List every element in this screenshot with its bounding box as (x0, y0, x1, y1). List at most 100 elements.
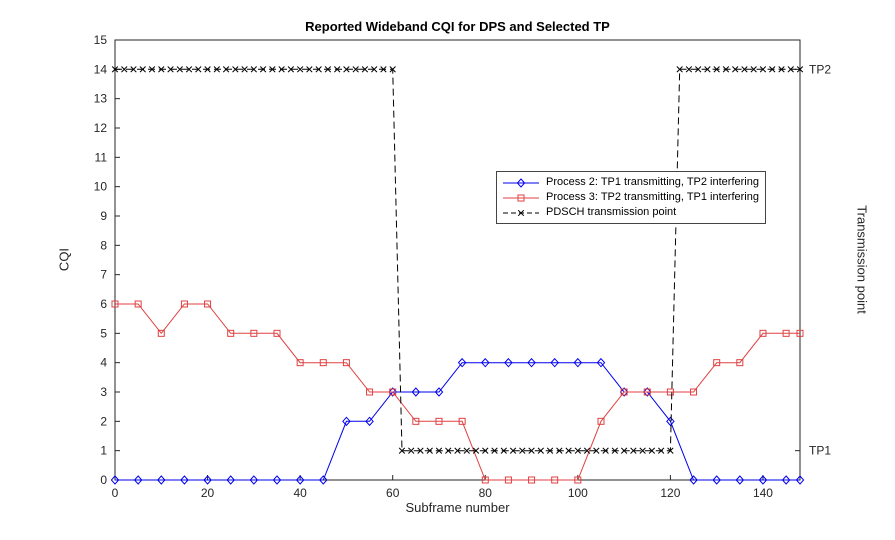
marker-x (269, 66, 276, 73)
series-0 (110, 357, 805, 485)
marker-x (472, 447, 480, 454)
marker-square (666, 388, 674, 396)
x-tick-label: 0 (112, 486, 119, 500)
marker-square (796, 329, 804, 337)
marker-diamond (110, 475, 120, 485)
marker-x (121, 66, 128, 73)
marker-x (657, 447, 665, 454)
y-tick-label: 9 (100, 209, 107, 223)
y-tick-label: 5 (100, 326, 107, 340)
marker-diamond (758, 475, 768, 485)
marker-square (342, 359, 350, 367)
right-y-axis-label: Transmission point (854, 205, 870, 314)
marker-diamond (596, 357, 606, 368)
y-tick-label: 4 (100, 356, 107, 370)
x-tick-label: 120 (660, 486, 680, 500)
marker-x (259, 66, 267, 73)
series-line (115, 303, 800, 481)
marker-diamond (319, 475, 328, 485)
marker-diamond (795, 475, 805, 485)
marker-x (204, 66, 211, 73)
marker-x (250, 66, 258, 73)
marker-x (630, 447, 637, 454)
series-line (115, 362, 800, 481)
marker-x (519, 447, 526, 454)
marker-square (412, 417, 420, 425)
marker-x (222, 66, 230, 73)
marker-x (334, 66, 341, 73)
marker-diamond (504, 357, 513, 368)
x-tick-label: 20 (201, 486, 215, 500)
marker-diamond (249, 475, 259, 485)
y-tick-label: 8 (100, 238, 107, 252)
marker-x (435, 447, 443, 454)
marker-x (759, 66, 767, 73)
y-tick-label: 15 (94, 33, 108, 47)
marker-x (445, 447, 452, 454)
marker-diamond (180, 475, 189, 485)
marker-x (611, 447, 619, 454)
marker-x (148, 66, 156, 73)
legend-line-marker-process3 (503, 194, 539, 201)
marker-x (778, 66, 785, 73)
marker-x (537, 447, 544, 454)
legend-item: Process 2: TP1 transmitting, TP2 interfe… (501, 175, 759, 190)
x-axis-label: Subframe number (405, 500, 510, 515)
marker-diamond (689, 475, 698, 485)
marker-x (278, 66, 285, 73)
marker-diamond (388, 387, 397, 397)
marker-diamond (527, 357, 536, 368)
marker-x (158, 66, 165, 73)
marker-x (287, 66, 295, 73)
marker-x (583, 447, 591, 454)
marker-x (713, 66, 720, 73)
marker-x (769, 66, 776, 73)
marker-diamond (342, 416, 351, 427)
marker-x (454, 447, 461, 454)
y2-tick-label: TP1 (809, 444, 831, 458)
marker-x (556, 447, 563, 454)
marker-x (667, 447, 674, 454)
marker-square (435, 417, 443, 425)
y-tick-label: 7 (100, 268, 107, 282)
marker-diamond (781, 475, 791, 485)
marker-x (130, 66, 137, 73)
marker-diamond (203, 475, 212, 485)
marker-square (528, 476, 536, 484)
marker-x (695, 66, 702, 73)
marker-diamond (295, 475, 305, 485)
marker-x (500, 447, 507, 454)
marker-x (306, 66, 313, 73)
marker-square (597, 417, 605, 425)
legend-item: Process 3: TP2 transmitting, TP1 interfe… (501, 190, 759, 205)
marker-x (732, 66, 739, 73)
marker-x (546, 447, 554, 454)
marker-diamond (457, 357, 467, 368)
y-tick-label: 10 (94, 180, 108, 194)
marker-x (167, 66, 174, 73)
marker-x (602, 447, 609, 454)
marker-x (704, 66, 711, 73)
marker-square (551, 476, 559, 484)
y-tick-label: 6 (100, 297, 107, 311)
marker-x (324, 66, 332, 73)
marker-x (639, 447, 646, 454)
marker-x (620, 447, 628, 454)
marker-diamond (480, 357, 490, 368)
marker-diamond (272, 475, 282, 485)
marker-diamond (226, 475, 235, 485)
y2-tick-label: TP2 (809, 62, 831, 76)
marker-x (389, 66, 396, 73)
marker-diamond (712, 475, 721, 485)
marker-diamond (619, 387, 629, 397)
plot-box (114, 39, 801, 481)
marker-x (213, 66, 220, 73)
marker-x (517, 209, 525, 216)
y-tick-label: 0 (100, 473, 107, 487)
marker-x (232, 66, 239, 73)
legend-label: PDSCH transmission point (546, 206, 677, 218)
marker-square (204, 300, 212, 308)
marker-square (736, 359, 744, 367)
marker-square (620, 388, 628, 396)
